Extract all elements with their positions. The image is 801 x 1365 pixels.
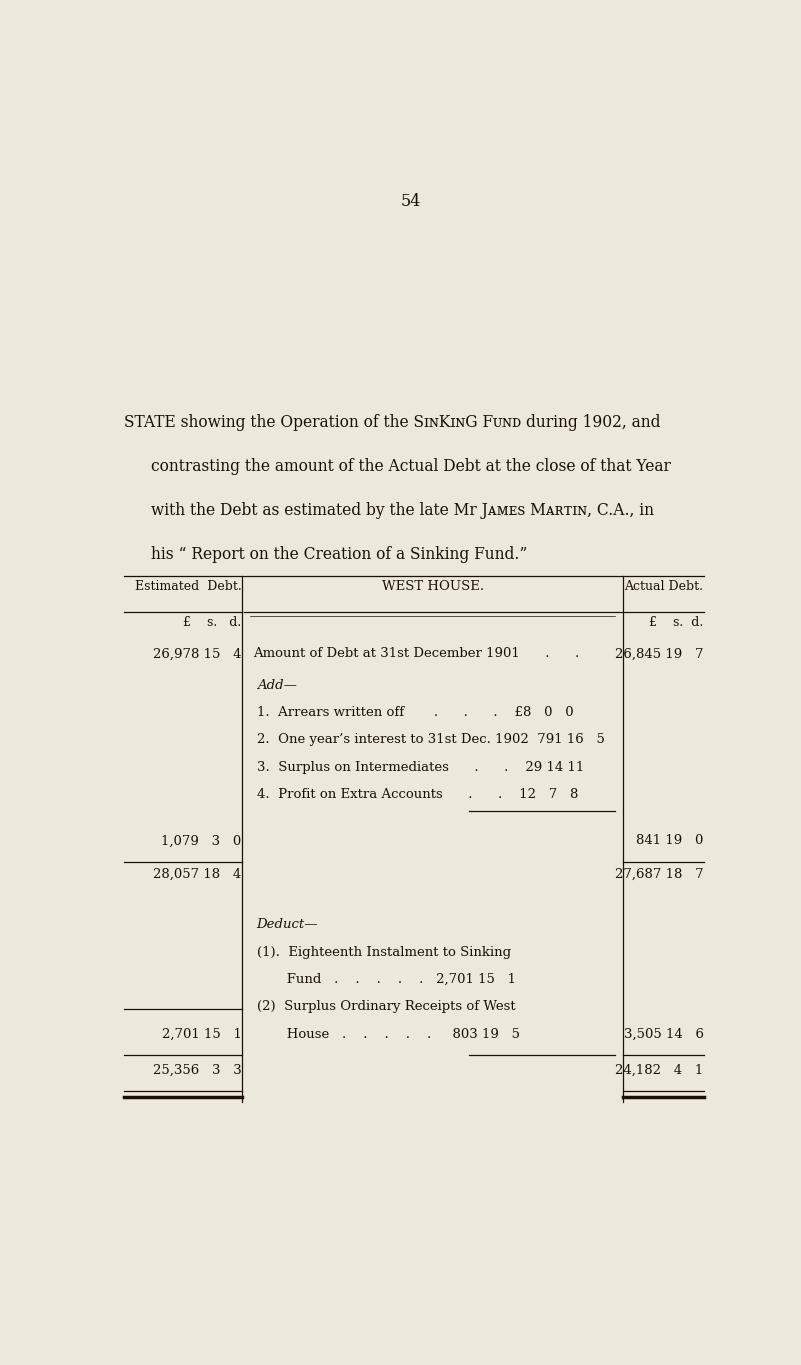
Text: 26,845 19   7: 26,845 19 7 — [615, 647, 703, 661]
Text: STATE showing the Operation of the SɪɴKɪɴG Fᴜɴᴅ during 1902, and: STATE showing the Operation of the SɪɴKɪ… — [123, 414, 660, 431]
Text: 54: 54 — [400, 194, 421, 210]
Text: Fund   .    .    .    .    .   2,701 15   1: Fund . . . . . 2,701 15 1 — [256, 973, 516, 986]
Text: £    s.   d.: £ s. d. — [183, 616, 242, 629]
Text: 1.  Arrears written off       .      .      .    £8   0   0: 1. Arrears written off . . . £8 0 0 — [256, 706, 574, 719]
Text: 4.  Profit on Extra Accounts      .      .    12   7   8: 4. Profit on Extra Accounts . . 12 7 8 — [256, 788, 578, 801]
Text: contrasting the amount of the Actual Debt at the close of that Year: contrasting the amount of the Actual Deb… — [151, 459, 671, 475]
Text: Deduct—: Deduct— — [256, 919, 318, 931]
Text: 24,182   4   1: 24,182 4 1 — [615, 1063, 703, 1077]
Text: (1).  Eighteenth Instalment to Sinking: (1). Eighteenth Instalment to Sinking — [256, 946, 511, 958]
Text: 1,079   3   0: 1,079 3 0 — [162, 834, 242, 848]
Text: 3,505 14   6: 3,505 14 6 — [623, 1028, 703, 1040]
Text: 26,978 15   4: 26,978 15 4 — [153, 647, 242, 661]
Text: House   .    .    .    .    .     803 19   5: House . . . . . 803 19 5 — [256, 1028, 520, 1040]
Text: (2)  Surplus Ordinary Receipts of West: (2) Surplus Ordinary Receipts of West — [256, 1001, 515, 1013]
Text: Add—: Add— — [256, 678, 296, 692]
Text: with the Debt as estimated by the late Mr Jᴀᴍᴇѕ Mᴀʀᴛɪɴ, C.A., in: with the Debt as estimated by the late M… — [151, 502, 654, 519]
Text: 2,701 15   1: 2,701 15 1 — [162, 1028, 242, 1040]
Text: Actual Debt.: Actual Debt. — [625, 580, 703, 592]
Text: his “ Report on the Creation of a Sinking Fund.”: his “ Report on the Creation of a Sinkin… — [151, 546, 527, 564]
Text: WEST HOUSE.: WEST HOUSE. — [382, 580, 484, 592]
Text: 27,687 18   7: 27,687 18 7 — [615, 868, 703, 880]
Text: 25,356   3   3: 25,356 3 3 — [153, 1063, 242, 1077]
Text: 28,057 18   4: 28,057 18 4 — [154, 868, 242, 880]
Text: 2.  One year’s interest to 31st Dec. 1902  791 16   5: 2. One year’s interest to 31st Dec. 1902… — [256, 733, 605, 747]
Text: Amount of Debt at 31st December 1901      .      .: Amount of Debt at 31st December 1901 . . — [253, 647, 580, 661]
Text: 3.  Surplus on Intermediates      .      .    29 14 11: 3. Surplus on Intermediates . . 29 14 11 — [256, 760, 584, 774]
Text: 841 19   0: 841 19 0 — [636, 834, 703, 848]
Text: Estimated  Debt.: Estimated Debt. — [135, 580, 242, 592]
Text: £    s.  d.: £ s. d. — [650, 616, 703, 629]
